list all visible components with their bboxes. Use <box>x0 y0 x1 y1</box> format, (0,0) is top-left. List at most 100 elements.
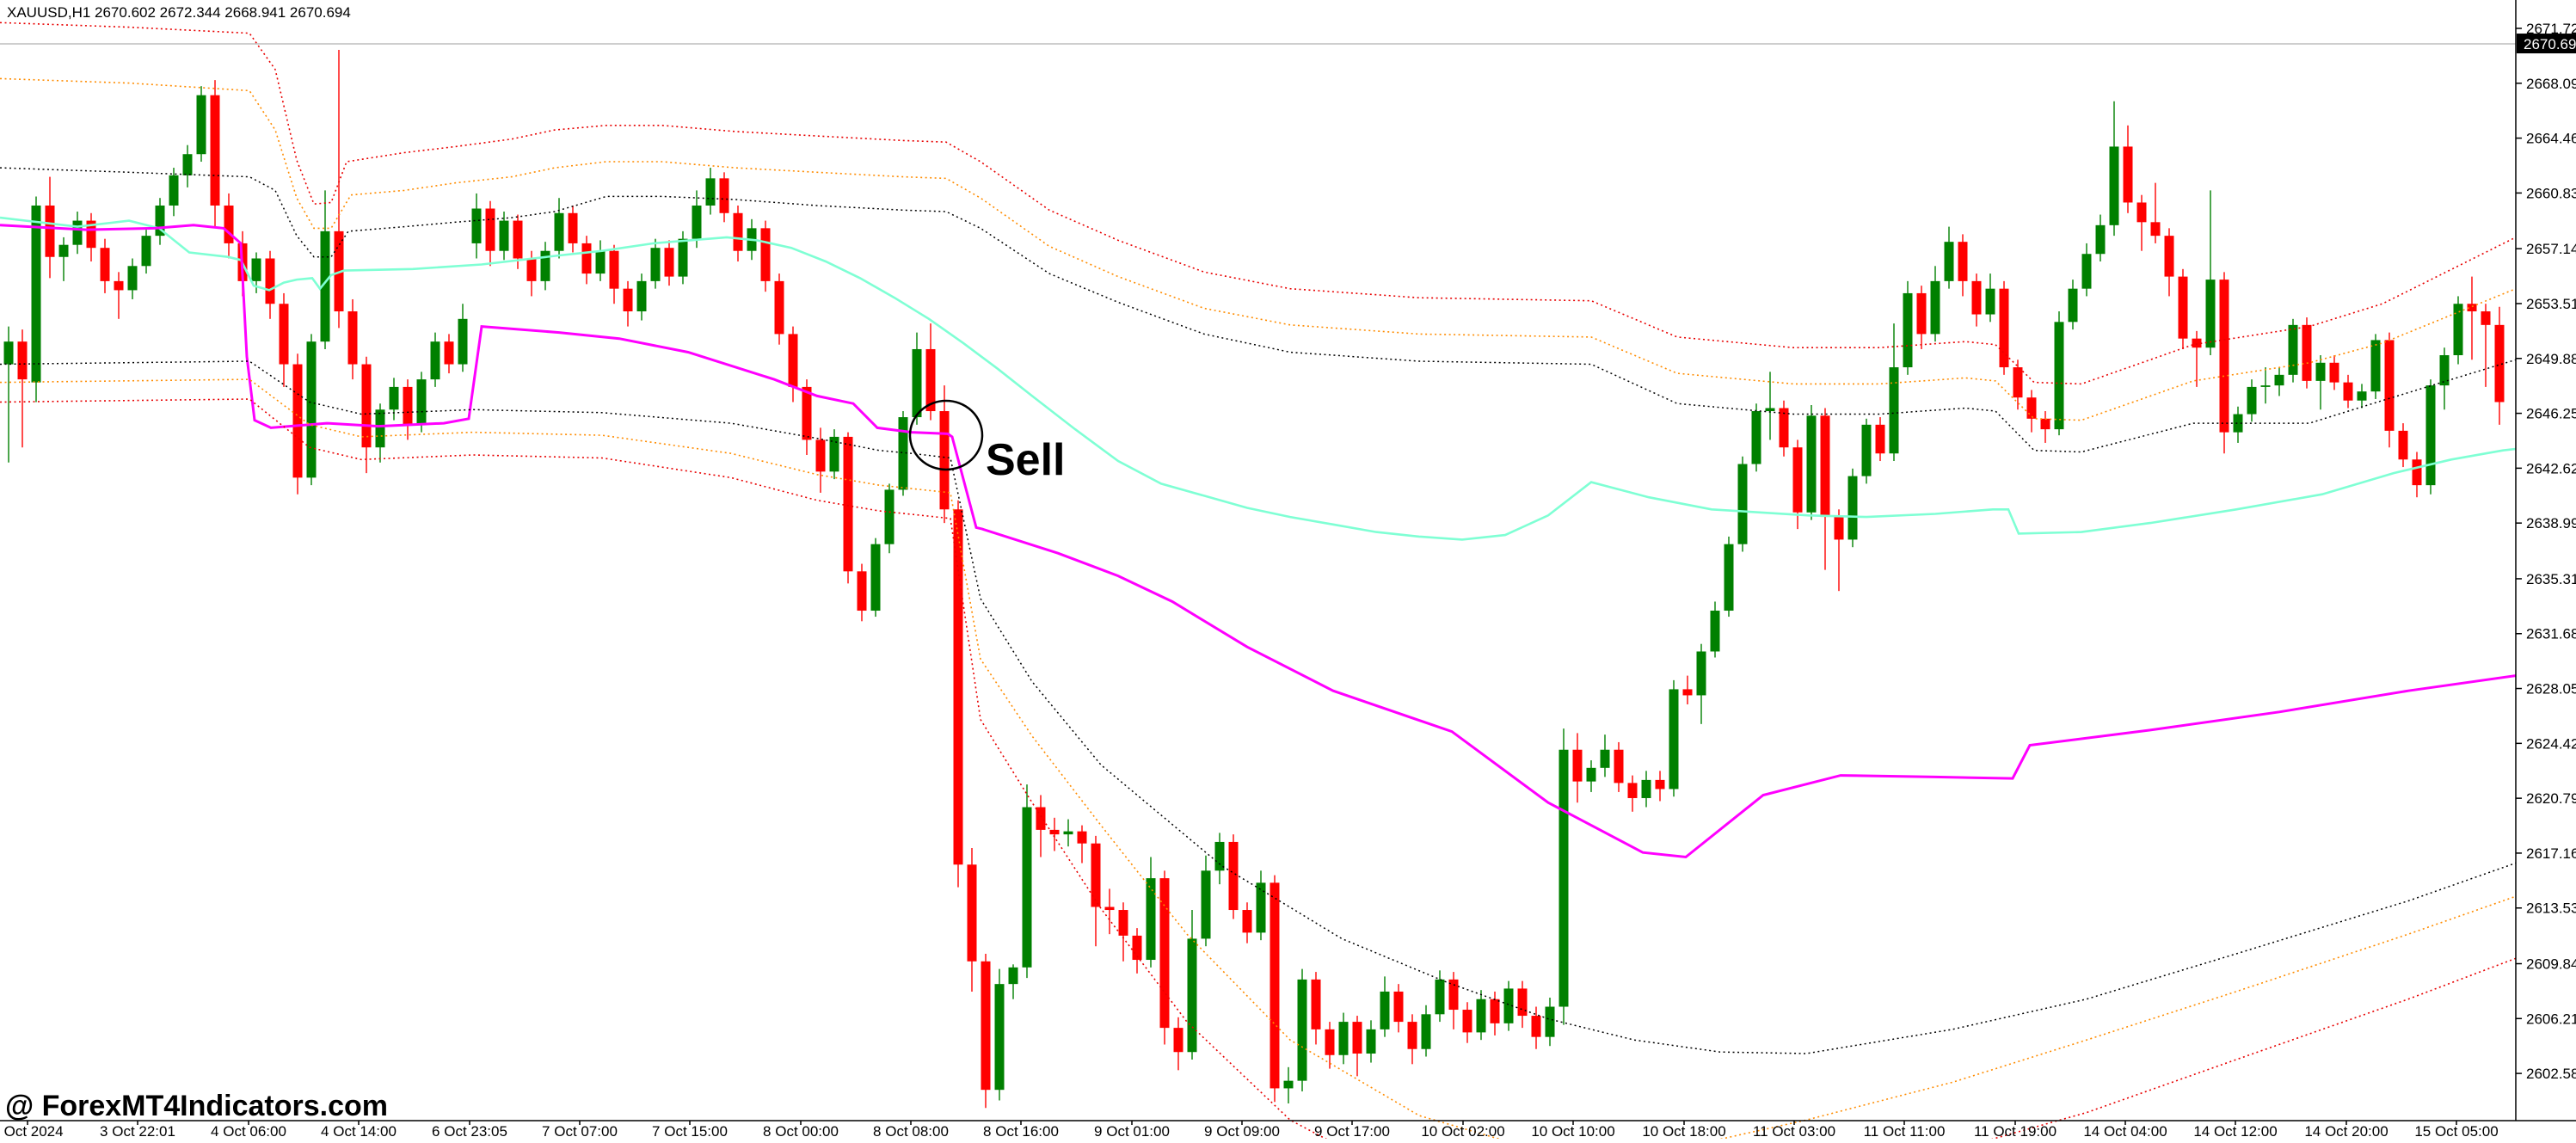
band-lower-black <box>0 360 2517 1054</box>
candle-body <box>1448 979 1459 1011</box>
candle-body <box>210 95 220 206</box>
candle-body <box>925 348 936 412</box>
candle-body <box>2136 202 2147 223</box>
candle-body <box>2233 414 2243 433</box>
price-axis-label: 2631.680 <box>2526 626 2576 642</box>
candle-body <box>609 250 619 289</box>
candle-body <box>1173 1028 1183 1053</box>
candle-body <box>1958 242 1968 281</box>
candle-body <box>2178 276 2188 339</box>
candle-body <box>1036 807 1046 830</box>
candle-body <box>1586 767 1596 782</box>
candle-body <box>114 280 124 291</box>
candle-body <box>2494 324 2505 403</box>
candle-body <box>127 266 138 291</box>
price-axis-label: 2642.625 <box>2526 460 2576 476</box>
candle-body <box>2467 304 2477 312</box>
candle-body <box>2357 391 2367 401</box>
candle-body <box>788 334 798 387</box>
current-price-tag-label: 2670.694 <box>2524 36 2576 52</box>
candle-body <box>1104 906 1115 911</box>
candle-body <box>1641 779 1651 798</box>
band-upper-black <box>0 167 2517 453</box>
candle-body <box>2026 397 2037 419</box>
time-axis-label: 9 Oct 01:00 <box>1094 1123 1170 1139</box>
time-axis-label: 4 Oct 14:00 <box>321 1123 397 1139</box>
candle-body <box>884 489 895 544</box>
candle-body <box>1476 999 1486 1033</box>
candle-body <box>650 248 661 281</box>
candle-body <box>141 236 151 267</box>
price-axis-label: 2628.050 <box>2526 681 2576 697</box>
time-axis-label: 11 Oct 19:00 <box>1974 1123 2056 1139</box>
candle-body <box>1228 841 1239 911</box>
time-axis-label: 10 Oct 10:00 <box>1531 1123 1614 1139</box>
price-axis-label: 2613.530 <box>2526 900 2576 917</box>
time-axis-label: 6 Oct 23:05 <box>432 1123 507 1139</box>
candle-body <box>58 244 69 257</box>
candle-body <box>2370 340 2381 392</box>
price-axis-label: 2646.255 <box>2526 406 2576 422</box>
candle-body <box>1559 749 1569 1007</box>
candle-body <box>2425 385 2436 486</box>
time-axis-label: 4 Oct 06:00 <box>211 1123 286 1139</box>
time-axis-label: 3 Oct 22:01 <box>100 1123 175 1139</box>
candle-body <box>1545 1006 1555 1037</box>
candle-body <box>1572 749 1583 782</box>
price-axis-label: 2624.420 <box>2526 735 2576 752</box>
candle-body <box>1187 938 1197 1053</box>
candle-body <box>623 288 633 312</box>
candle-body <box>182 154 193 175</box>
time-axis-label: 8 Oct 08:00 <box>873 1123 949 1139</box>
candle-body <box>1517 988 1528 1017</box>
price-axis-label: 2660.830 <box>2526 185 2576 201</box>
time-axis-label: 15 Oct 05:00 <box>2414 1123 2498 1139</box>
price-axis-label: 2657.145 <box>2526 241 2576 257</box>
candle-body <box>1063 831 1073 835</box>
candle-body <box>1214 841 1225 871</box>
candles-layer <box>3 49 2505 1109</box>
candle-body <box>2481 311 2491 325</box>
candle-body <box>347 311 358 365</box>
candle-body <box>31 205 41 383</box>
candle-body <box>1077 831 1087 844</box>
time-axis-label: 10 Oct 02:00 <box>1421 1123 1504 1139</box>
candle-body <box>1875 424 1885 454</box>
price-axis-label: 2649.885 <box>2526 351 2576 367</box>
candle-body <box>1710 611 1720 652</box>
candle-body <box>733 212 743 251</box>
candle-body <box>1944 242 1954 281</box>
candle-body <box>1366 1029 1376 1054</box>
candle-body <box>2329 362 2339 383</box>
candle-body <box>843 436 853 572</box>
candle-body <box>430 341 440 380</box>
band-cyan-ma <box>0 216 2517 541</box>
candle-body <box>857 571 867 611</box>
time-axis-label: 14 Oct 20:00 <box>2304 1123 2388 1139</box>
price-axis-label: 2602.585 <box>2526 1066 2576 1082</box>
candle-body <box>1916 292 1927 335</box>
time-axis-label: 8 Oct 16:00 <box>983 1123 1059 1139</box>
candle-body <box>279 304 289 365</box>
candle-body <box>2439 354 2450 386</box>
time-axis-label: 14 Oct 04:00 <box>2083 1123 2167 1139</box>
candle-body <box>72 220 83 245</box>
candle-body <box>1242 910 1252 933</box>
candle-body <box>292 364 303 478</box>
candle-body <box>1971 280 1982 315</box>
candle-body <box>1903 292 1913 368</box>
watermark: @ ForexMT4Indicators.com <box>5 1090 388 1122</box>
candle-body <box>1696 651 1706 696</box>
candle-body <box>1751 411 1761 464</box>
candle-body <box>485 208 495 251</box>
candle-body <box>471 208 482 243</box>
candle-body <box>1146 878 1156 961</box>
candle-body <box>540 250 550 281</box>
candle-body <box>2343 382 2353 401</box>
sell-annotation[interactable]: Sell <box>908 399 1066 485</box>
candle-body <box>1531 1016 1541 1037</box>
candle-body <box>2288 324 2298 375</box>
candle-body <box>1503 988 1514 1023</box>
candle-body <box>1490 999 1500 1023</box>
